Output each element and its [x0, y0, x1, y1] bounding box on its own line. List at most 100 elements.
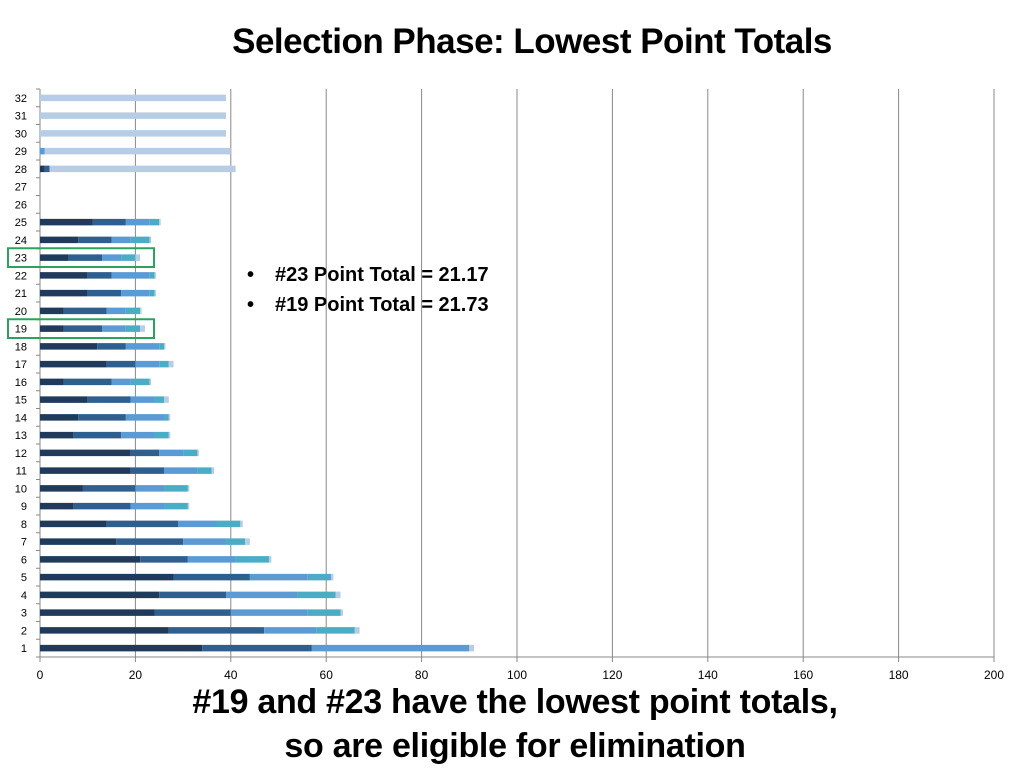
bar-segment: [40, 485, 83, 492]
bar-segment: [78, 414, 126, 421]
bar-segment: [40, 502, 74, 510]
y-tick-label: 7: [21, 537, 27, 549]
annotation-item: • #23 Point Total = 21.17: [247, 264, 489, 287]
bar-segment: [40, 414, 79, 421]
x-tick-label: 40: [224, 668, 238, 682]
bar-segment: [111, 378, 131, 386]
bar-segment: [102, 254, 122, 261]
bar-segment: [354, 627, 360, 634]
y-tick-label: 13: [15, 430, 27, 442]
bar-segment: [173, 573, 250, 581]
bar-segment: [149, 236, 152, 244]
y-axis-labels: 1234567891011121314151617181920212223242…: [15, 93, 27, 655]
bar-segment: [159, 218, 161, 226]
bar-segment: [40, 236, 79, 244]
bar-segment: [187, 485, 190, 492]
bar-segment: [168, 627, 265, 634]
bar-segment: [159, 449, 184, 457]
bar-segment: [316, 627, 355, 634]
x-tick-label: 120: [602, 668, 622, 682]
y-tick-label: 32: [15, 93, 27, 105]
bar-segment: [125, 218, 150, 226]
bar-segment: [40, 396, 88, 403]
y-tick-label: 24: [15, 235, 27, 247]
y-tick-label: 27: [15, 182, 27, 194]
bullet-icon: •: [247, 264, 255, 286]
y-tick-label: 28: [15, 164, 27, 176]
bar-segment: [197, 467, 212, 474]
y-tick-label: 21: [15, 288, 27, 300]
x-tick-label: 0: [37, 668, 44, 682]
y-tick-label: 17: [15, 359, 27, 371]
highlight-box: [7, 247, 155, 268]
bar-segment: [63, 325, 103, 332]
bar-segment: [164, 343, 166, 350]
bar-segment: [135, 254, 141, 261]
bar-segment: [40, 609, 155, 616]
bar-segment: [97, 343, 126, 350]
bar-segment: [40, 627, 169, 634]
x-tick-label: 200: [984, 668, 1004, 682]
bar-segment: [40, 289, 88, 297]
bar-segment: [135, 485, 165, 492]
bar-segment: [40, 556, 141, 563]
bar-segment: [106, 360, 136, 368]
bar-segment: [216, 520, 241, 528]
bar-segment: [78, 236, 112, 244]
bar-segment: [87, 272, 112, 279]
bar-segment: [63, 378, 112, 386]
bar-segment: [130, 449, 160, 457]
bar-segment: [154, 272, 156, 279]
bar-segment: [87, 396, 131, 403]
bar-segment: [111, 272, 150, 279]
bar-segment: [140, 556, 188, 563]
y-tick-label: 3: [21, 608, 27, 620]
y-tick-label: 20: [15, 306, 27, 318]
x-tick-label: 100: [507, 668, 527, 682]
bar-segment: [154, 396, 165, 403]
y-tick-label: 16: [15, 377, 27, 389]
y-tick-label: 5: [21, 572, 27, 584]
bar-segment: [130, 378, 150, 386]
bar-segment: [135, 360, 160, 368]
bar-segment: [245, 538, 250, 545]
bar-segment: [159, 360, 169, 368]
y-tick-label: 15: [15, 395, 27, 407]
bar-segment: [73, 431, 122, 439]
bar-segment: [73, 502, 131, 510]
bar-segment: [183, 538, 227, 545]
bullet-icon: •: [247, 294, 255, 316]
bar-segment: [82, 485, 136, 492]
bar-segment: [121, 431, 155, 439]
bar-segment: [140, 307, 142, 315]
bar-segment: [40, 307, 64, 315]
bar-segment: [116, 538, 184, 545]
y-tick-label: 19: [15, 324, 27, 336]
bar-segment: [307, 609, 341, 616]
bar-segment: [187, 556, 236, 563]
y-tick-label: 10: [15, 483, 27, 495]
bar-segment: [211, 467, 215, 474]
bar-segment: [164, 414, 169, 421]
bar-segment: [63, 307, 107, 315]
bar-segment: [121, 289, 150, 297]
y-tick-label: 26: [15, 199, 27, 211]
bar-segment: [168, 431, 171, 439]
bar-segment: [164, 396, 169, 403]
highlight-boxes: [7, 247, 155, 339]
bar-segment: [311, 644, 470, 652]
bar-segment: [149, 378, 152, 386]
bar-segment: [102, 325, 126, 332]
bar-segment: [40, 538, 117, 545]
bar-segment: [40, 431, 74, 439]
x-tick-label: 60: [320, 668, 334, 682]
subtitle-line-2: so are eligible for elimination: [284, 727, 746, 765]
bar-segment: [164, 502, 188, 510]
x-tick-label: 180: [889, 668, 909, 682]
bar-segment: [49, 165, 236, 173]
annotation-text: #19 Point Total = 21.73: [275, 294, 489, 316]
bar-segment: [40, 254, 69, 261]
subtitle-line-1: #19 and #23 have the lowest point totals…: [192, 683, 838, 721]
bar-segment: [249, 573, 308, 581]
bar-segment: [149, 218, 160, 226]
